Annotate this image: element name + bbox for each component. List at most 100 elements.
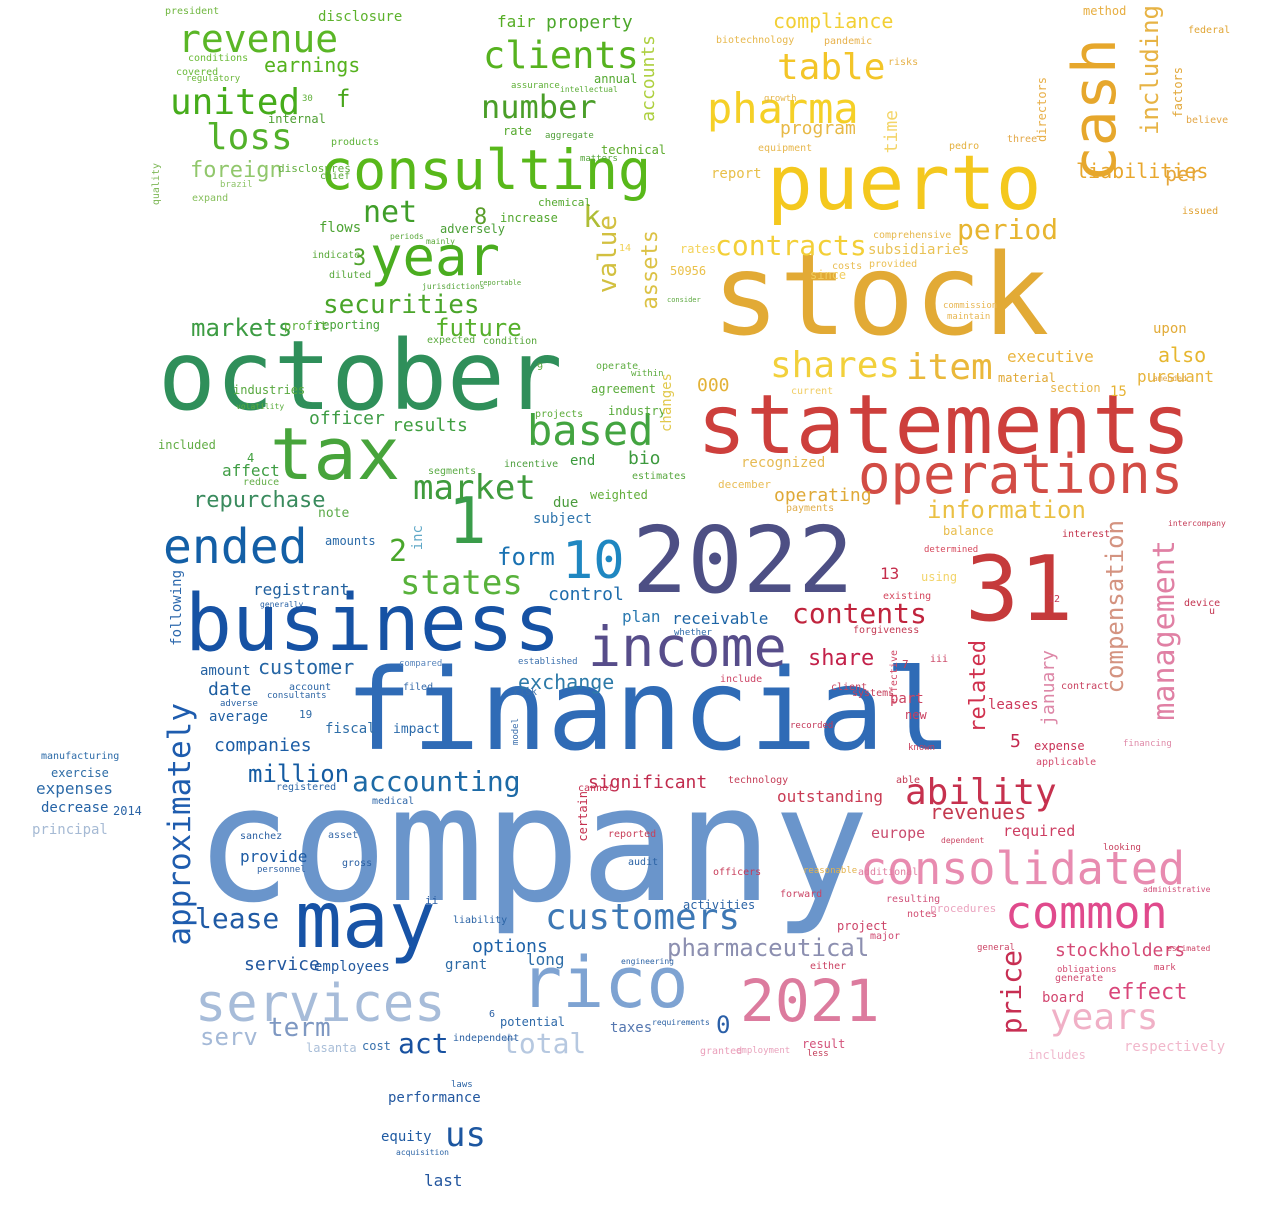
word-chemical: chemical [538,196,591,209]
word-projects: projects [535,409,584,420]
word-material: material [998,371,1056,385]
word-services: services [195,974,446,1034]
word-forgiveness: forgiveness [853,625,920,636]
word-related: related [966,640,991,733]
word-19: 19 [299,708,313,721]
word-consolidated: consolidated [860,842,1186,895]
word-incentive: incentive [504,459,559,470]
word-compliance: compliance [773,9,894,33]
word-net: net [363,195,418,230]
word-31: 31 [965,537,1074,642]
word-agreement: agreement [591,382,657,396]
word-upon: upon [1153,321,1187,337]
word-industries: industries [233,383,306,397]
word-new: new [905,708,927,722]
word-january: january [1038,650,1059,726]
word-options: options [472,936,548,957]
word-recognized: recognized [741,455,826,471]
word-information: information [927,496,1086,524]
word-three: three [1007,134,1038,145]
word-respectively: respectively [1124,1039,1226,1055]
word-recorded: recorded [790,721,834,731]
word-able: able [896,775,921,786]
word-operating: operating [774,485,872,506]
word-aggregate: aggregate [545,131,594,141]
word-section: section [1050,381,1101,395]
word-k: k [583,200,602,235]
word-may: may [295,876,436,966]
word-estimated: estimated [1167,944,1211,953]
word-estimates: estimates [632,471,687,482]
word-gross: gross [342,858,373,869]
word-assets: assets [638,230,663,310]
word-expense: expense [1034,739,1085,753]
word-applicable: applicable [1036,757,1097,768]
word-business: business [185,579,561,669]
word-significant: significant [588,772,708,793]
word-annual: annual [594,72,638,86]
word-current: current [791,386,834,397]
word-looking: looking [1103,843,1141,853]
word-tax: tax [270,412,401,496]
word-general: general [977,943,1015,953]
word-potential: potential [500,1015,566,1029]
word-act: act [398,1027,449,1060]
word-15: 15 [1110,384,1127,400]
word-2021: 2021 [740,967,880,1035]
word-stock: stock [712,231,1050,361]
word-repurchase: repurchase [193,488,326,513]
word-company: company [195,751,870,938]
word-changes: changes [659,373,675,433]
word-includes: includes [1028,1048,1086,1062]
word-reduce: reduce [243,477,280,488]
word-less: less [807,1049,829,1059]
word-requirements: requirements [652,1018,710,1027]
word-performance: performance [388,1090,481,1106]
word-period: period [957,213,1059,246]
word-2014: 2014 [113,804,142,818]
word-known: known [908,743,936,753]
word-maintain: maintain [947,312,991,322]
word-consultants: consultants [267,691,327,701]
word-obligations: obligations [1057,965,1117,975]
word-issued: issued [1182,206,1219,217]
word-filed: filed [403,682,434,693]
word-increase: increase [500,211,558,225]
word-weighted: weighted [590,488,648,502]
word-since: since [810,268,847,282]
word-acquisition: acquisition [396,1148,449,1157]
word-whether: whether [674,628,712,638]
word-balance: balance [943,524,994,538]
word-registrant: registrant [253,580,350,599]
word-report: report [711,166,762,182]
word-rico: rico [520,942,689,1024]
word-compared: compared [399,659,443,669]
word-administrative: administrative [1143,885,1211,894]
word-conditions: conditions [188,53,249,64]
word-000: 000 [697,375,730,396]
word-contracts: contracts [715,229,867,262]
word-dependent: dependent [941,836,985,845]
word-activities: activities [683,898,756,912]
word-intellectual: intellectual [560,85,618,94]
word-income: income [588,615,787,679]
word-employment: employment [736,1046,791,1056]
word-provided: provided [869,259,918,270]
word-13: 13 [880,564,900,583]
word-1: 1 [448,485,487,559]
word-fiscal: fiscal [325,721,376,737]
word-long: long [526,950,565,969]
word-forward: forward [780,889,823,900]
word-october: october [158,320,563,432]
word-2022: 2022 [632,507,854,614]
word-audit: audit [628,857,659,868]
word-per: per [1165,162,1202,186]
word-laws: laws [451,1080,473,1090]
word-average: average [209,709,269,725]
word-payments: payments [786,503,835,514]
word-risk: risk [513,687,538,698]
word-within: within [631,369,664,379]
word-generate: generate [1055,973,1104,984]
word-reported: reported [608,829,657,840]
word-pedro: pedro [949,141,980,152]
